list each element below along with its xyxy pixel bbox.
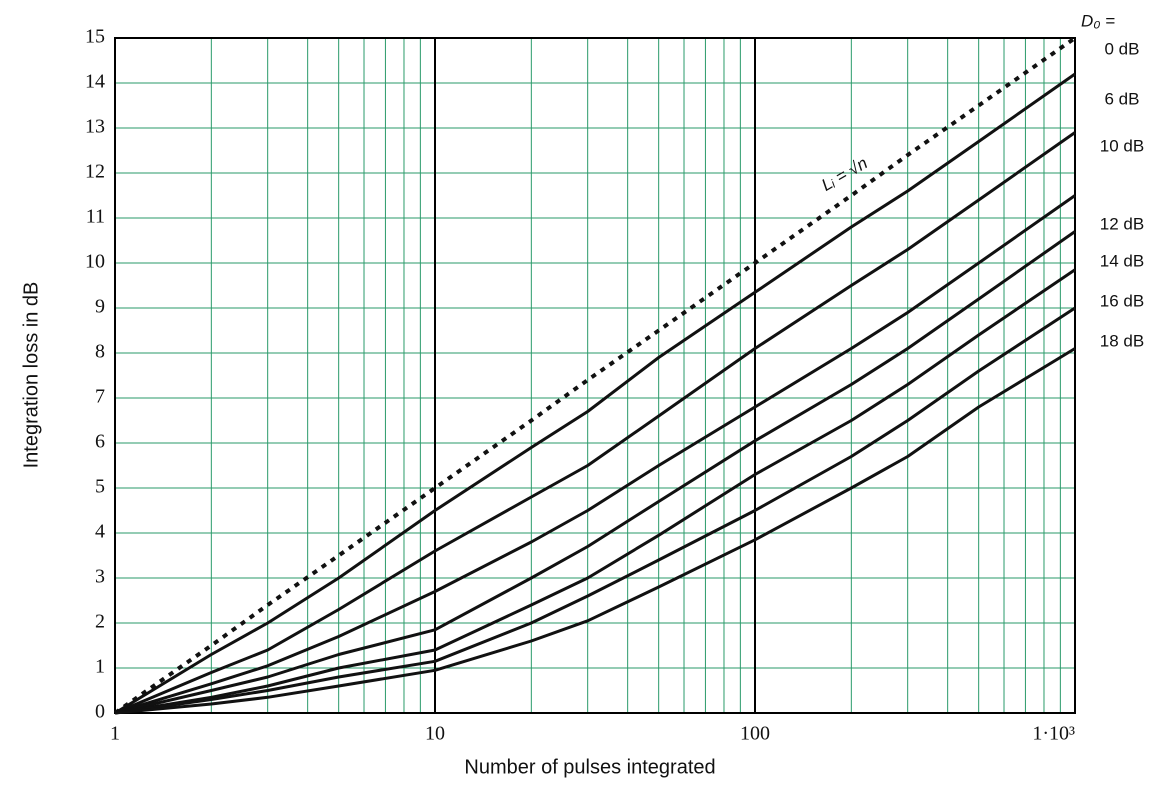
line [114, 72, 1076, 715]
y-tick-label: 10 [85, 251, 105, 273]
y-tick-label: 4 [95, 521, 105, 543]
y-tick-label: 5 [95, 476, 105, 498]
y-tick-label: 12 [85, 161, 105, 183]
y-tick-label: 11 [86, 206, 105, 228]
plot-frame [114, 37, 1076, 714]
y-tick-label: 9 [95, 296, 105, 318]
y-tick-label: 1 [95, 656, 105, 678]
y-tick-label: 14 [85, 71, 105, 93]
y-tick-label: 2 [95, 611, 105, 633]
series-label: 16 dB [1100, 291, 1144, 310]
y-tick-label: 8 [95, 341, 105, 363]
series-label: 10 dB [1100, 136, 1144, 155]
series-label: 18 dB [1100, 331, 1144, 350]
line [114, 347, 1076, 715]
series-label: 12 dB [1100, 214, 1144, 233]
line [114, 230, 1076, 715]
y-tick-label: 3 [95, 566, 105, 588]
y-tick-label: 0 [95, 701, 105, 723]
legend-title: D₀ = [1081, 11, 1115, 30]
series-label: 14 dB [1100, 251, 1144, 270]
series-label: 0 dB [1105, 39, 1140, 58]
y-tick-label: 13 [85, 116, 105, 138]
y-tick-label: 15 [85, 26, 105, 48]
series-label: 6 dB [1105, 89, 1140, 108]
x-tick-label: 10 [425, 723, 445, 745]
y-tick-label: 7 [95, 386, 105, 408]
line [114, 194, 1076, 715]
y-tick-label: 6 [95, 431, 105, 453]
x-axis-title: Number of pulses integrated [464, 756, 715, 778]
x-tick-label: 1 [110, 723, 120, 745]
line [114, 268, 1076, 715]
x-tick-label: 1·10³ [1032, 723, 1075, 745]
line [113, 36, 1077, 715]
line [114, 131, 1076, 715]
line [114, 306, 1076, 715]
y-axis-title: Integration loss in dB [20, 282, 42, 469]
x-tick-label: 100 [740, 723, 770, 745]
